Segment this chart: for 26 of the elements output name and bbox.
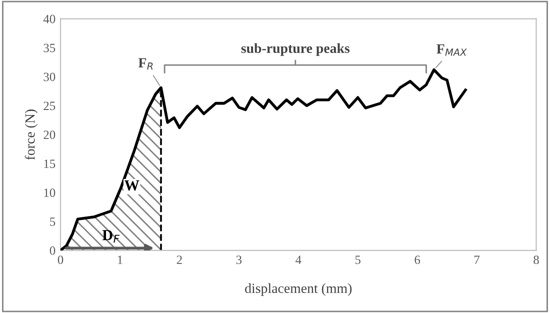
x-tick-label: 3 <box>236 256 242 264</box>
x-axis-title: displacement (mm) <box>245 283 352 296</box>
x-tick-label: 0 <box>58 256 64 264</box>
annotation: D$_{F}$ <box>102 230 120 243</box>
x-tick-label: 4 <box>295 256 302 264</box>
y-tick-label: 5 <box>50 218 56 226</box>
y-tick-label: 10 <box>44 188 56 197</box>
x-tick-label: 7 <box>474 256 480 264</box>
annotation: W <box>124 180 140 191</box>
x-tick-label: 6 <box>414 256 420 264</box>
y-tick-label: 15 <box>44 160 56 168</box>
y-tick-label: 30 <box>44 72 56 82</box>
y-tick-label: 35 <box>44 44 56 52</box>
y-tick-label: 25 <box>44 102 56 110</box>
x-tick-label: 5 <box>355 256 360 264</box>
y-tick-label: 40 <box>43 14 56 24</box>
y-axis-title: force (N) <box>24 110 38 160</box>
x-tick-label: 2 <box>176 256 182 264</box>
x-tick-label: 1 <box>118 256 122 264</box>
annotation: sub-rupture peaks <box>241 43 350 56</box>
y-tick-label: 20 <box>44 130 56 140</box>
annotation: F$_{MAX}$ <box>436 44 467 56</box>
line-series <box>60 68 467 250</box>
y-tick-label: 0 <box>50 246 56 255</box>
annotation: F$_{R}$ <box>138 58 153 70</box>
x-tick-label: 8 <box>534 256 539 264</box>
